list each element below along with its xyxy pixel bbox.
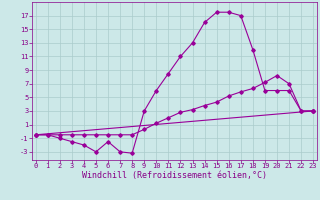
- X-axis label: Windchill (Refroidissement éolien,°C): Windchill (Refroidissement éolien,°C): [82, 171, 267, 180]
